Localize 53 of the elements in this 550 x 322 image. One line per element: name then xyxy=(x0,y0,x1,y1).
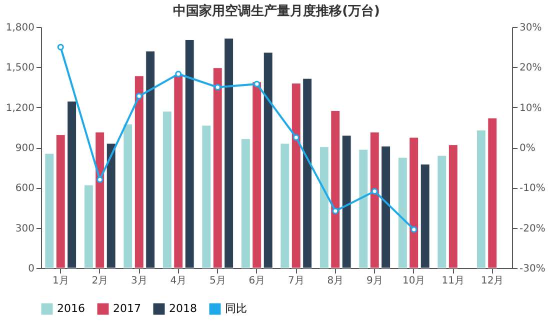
y2-tick-label: 10% xyxy=(520,102,542,114)
x-tick-label: 9月 xyxy=(366,276,383,286)
bar xyxy=(263,52,273,268)
bar xyxy=(358,149,368,268)
y-tick-label: 1,800 xyxy=(6,22,34,34)
x-tick-label: 3月 xyxy=(130,276,148,286)
point xyxy=(410,226,418,233)
y2-tick-label: 30% xyxy=(520,22,542,34)
y2-tick-label: -10% xyxy=(520,183,546,194)
bar xyxy=(106,143,116,268)
y-tick-label: 1,500 xyxy=(6,62,34,74)
y-tick-label: 0 xyxy=(28,264,34,274)
x-tick-label: 2月 xyxy=(92,276,108,286)
x-tick-label: 6月 xyxy=(248,276,266,286)
x-tick-label: 10月 xyxy=(402,276,426,286)
point xyxy=(57,44,64,50)
x-tick-label: 7月 xyxy=(288,276,304,286)
y-tick-label: 300 xyxy=(15,223,34,234)
point xyxy=(371,188,378,195)
x-tick-label: 5月 xyxy=(209,276,226,286)
point xyxy=(332,208,339,214)
point xyxy=(214,84,221,90)
point xyxy=(254,80,260,88)
legend-label: 2017 xyxy=(113,302,141,315)
legend-label: 同比 xyxy=(225,302,247,315)
bar xyxy=(342,135,352,268)
bar xyxy=(280,143,290,268)
bar xyxy=(184,39,194,268)
point xyxy=(96,176,104,183)
bar xyxy=(437,155,447,268)
x-tick-label: 4月 xyxy=(170,276,187,286)
y2-tick-label: -20% xyxy=(520,223,546,234)
y2-tick-label: -30% xyxy=(520,264,546,274)
chart-title: 中国家用空调生产量月度推移(万台) xyxy=(173,3,380,19)
y-tick-label: 900 xyxy=(15,143,34,154)
x-tick-label: 11月 xyxy=(442,276,464,286)
bar xyxy=(448,144,458,268)
x-tick-label: 12月 xyxy=(481,276,504,286)
bar xyxy=(420,164,430,268)
point xyxy=(136,92,142,100)
x-tick-label: 1月 xyxy=(52,276,69,286)
point xyxy=(292,134,300,141)
bar xyxy=(44,153,54,268)
legend-label: 2018 xyxy=(169,302,197,315)
point xyxy=(175,70,182,78)
y2-tick-label: 0% xyxy=(520,143,536,154)
bar xyxy=(123,124,133,268)
y-tick-label: 1,200 xyxy=(6,102,34,114)
y-tick-label: 600 xyxy=(15,183,34,194)
x-tick-label: 8月 xyxy=(327,276,344,286)
bar xyxy=(202,125,212,268)
legend-label: 2016 xyxy=(57,302,85,315)
y2-tick-label: 20% xyxy=(520,62,542,74)
